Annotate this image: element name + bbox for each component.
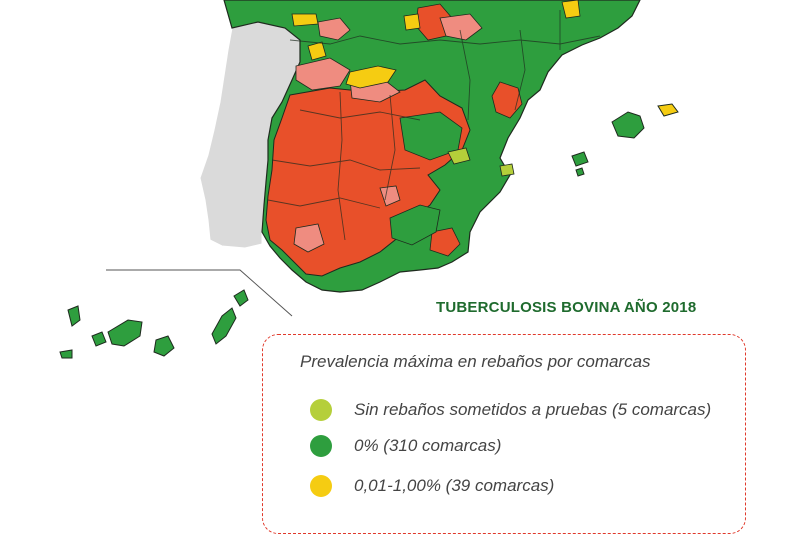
no-testing-2 (499, 163, 515, 177)
mid-prevalence-4 (439, 13, 483, 41)
legend-label-low: 0,01-1,00% (39 comarcas) (354, 476, 555, 495)
spain-prevalence-map (59, 0, 679, 359)
mid-prevalence-5 (293, 223, 325, 253)
balearic-formentera (575, 167, 585, 177)
legend-swatch-no-testing (310, 399, 332, 421)
legend-item-zero: 0% (310 comarcas) (310, 434, 501, 458)
legend-swatch-zero (310, 435, 332, 457)
low-prevalence-3 (561, 0, 581, 19)
mid-prevalence-1 (295, 57, 351, 91)
legend-swatch-low (310, 475, 332, 497)
mid-prevalence-3 (317, 17, 351, 41)
canary-gran-canaria (153, 335, 175, 357)
zero-prevalence-patch-2 (389, 204, 441, 246)
map-title: TUBERCULOSIS BOVINA AÑO 2018 (436, 299, 697, 316)
canary-lanzarote (233, 289, 249, 307)
low-prevalence-1 (345, 65, 397, 89)
region-borders (267, 10, 601, 241)
legend-heading: Prevalencia máxima en rebaños por comarc… (300, 352, 651, 371)
no-testing-1 (447, 147, 471, 165)
canary-tenerife (107, 319, 143, 347)
canary-inset-line (106, 269, 293, 317)
balearic-menorca (657, 103, 679, 117)
high-prevalence-southeast (429, 227, 461, 257)
canary-la-gomera (91, 331, 107, 347)
legend-label-zero: 0% (310 comarcas) (354, 436, 502, 455)
low-prevalence-4 (307, 41, 327, 61)
low-prevalence-2 (403, 13, 421, 31)
legend-item-low: 0,01-1,00% (39 comarcas) (310, 474, 554, 498)
canary-la-palma (67, 305, 81, 327)
canary-el-hierro (59, 349, 73, 359)
legend-item-no-testing: Sin rebaños sometidos a pruebas (5 comar… (310, 398, 711, 422)
mid-prevalence-6 (379, 185, 401, 207)
canary-fuerteventura (211, 307, 237, 345)
high-prevalence-east (491, 81, 523, 119)
low-prevalence-5 (291, 13, 319, 27)
balearic-mallorca (611, 111, 645, 139)
legend-label-no-testing: Sin rebaños sometidos a pruebas (5 comar… (354, 400, 712, 419)
balearic-ibiza (571, 151, 589, 167)
